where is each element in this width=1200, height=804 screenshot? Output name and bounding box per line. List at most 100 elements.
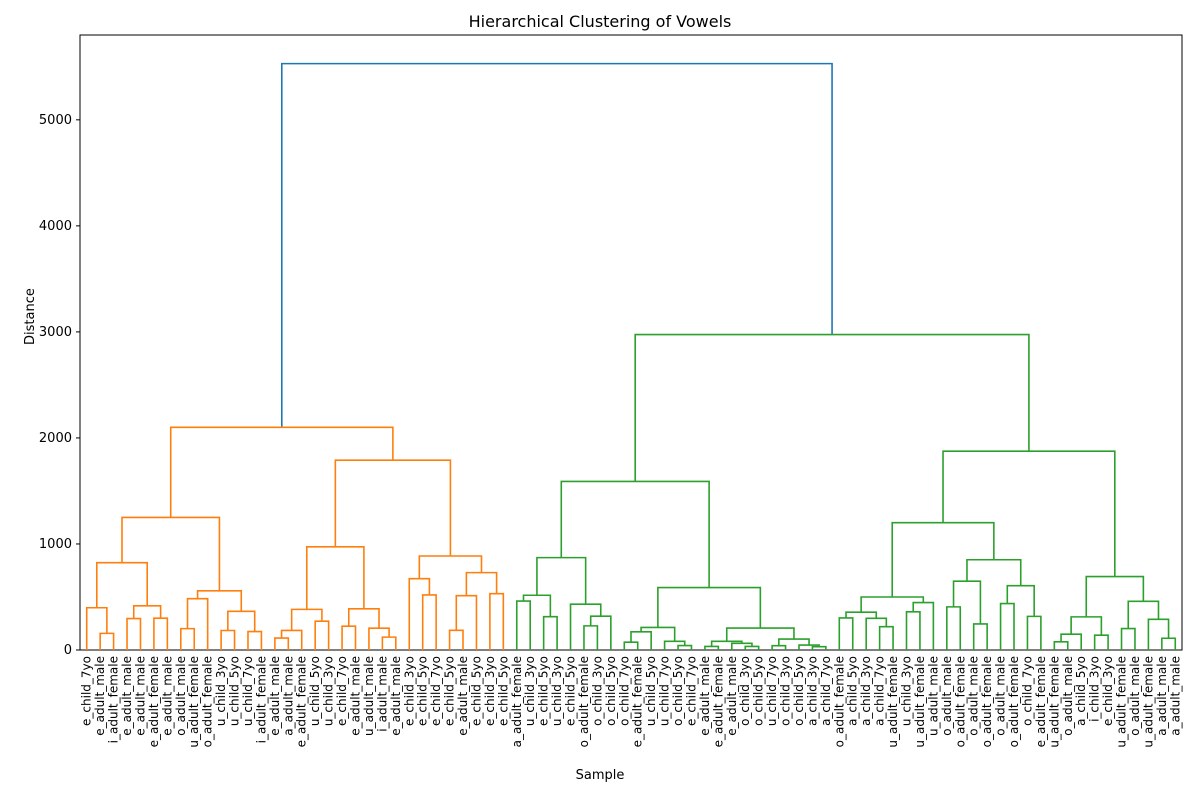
dendrogram-link-73 <box>1060 633 1083 650</box>
x-leaf-label: a_child_3yo <box>859 656 873 726</box>
dendrogram-link-77 <box>1120 627 1136 650</box>
dendrogram-links <box>85 62 1177 650</box>
x-leaf-label: e_adult_male <box>698 656 712 736</box>
x-leaf-label: u_adult_female <box>886 656 900 748</box>
dendrogram-link-61 <box>878 625 894 650</box>
dendrogram-link-75 <box>1093 634 1109 650</box>
dendrogram-link-14 <box>334 459 452 557</box>
dendrogram-link-19 <box>314 620 330 650</box>
x-leaf-label: e_child_3yo <box>483 656 497 726</box>
dendrogram-link-58 <box>845 611 878 619</box>
x-leaf-label: u_child_3yo <box>550 656 564 726</box>
x-leaf-label: e_child_5yo <box>469 656 483 726</box>
x-leaf-label: e_child_5yo <box>443 656 457 726</box>
x-leaf-label: e_adult_male <box>456 656 470 736</box>
x-leaf-label: o_adult_female <box>980 656 994 747</box>
x-leaf-label: o_child_7yo <box>1020 656 1034 726</box>
dendrogram-link-34 <box>522 594 552 617</box>
dendrogram-link-35 <box>515 600 532 650</box>
dendrogram-link-78 <box>1147 618 1170 650</box>
dendrogram-link-28 <box>455 594 478 650</box>
x-leaf-label: o_adult_male <box>994 656 1008 736</box>
dendrogram-link-1 <box>121 516 221 591</box>
y-tick-label: 4000 <box>39 219 72 234</box>
x-leaf-label: u_adult_female <box>913 656 927 748</box>
x-leaf-label: u_adult_male <box>926 656 940 736</box>
dendrogram-link-37 <box>569 603 602 650</box>
x-leaf-label: o_adult_male <box>967 656 981 736</box>
chart-title: Hierarchical Clustering of Vowels <box>468 12 732 31</box>
x-leaf-label: e_adult_male <box>349 656 363 736</box>
dendrogram-link-16 <box>290 608 323 631</box>
dendrogram-link-45 <box>677 644 693 650</box>
x-leaf-label: e_child_7yo <box>684 656 698 726</box>
dendrogram-link-44 <box>663 640 686 650</box>
y-axis-label: Distance <box>23 288 38 345</box>
x-leaf-label: o_adult_male <box>1061 656 1075 736</box>
x-leaf-label: e_adult_male <box>725 656 739 736</box>
x-leaf-label: o_adult_female <box>201 656 215 747</box>
y-tick-label: 1000 <box>39 537 72 552</box>
x-leaf-label: a_adult_male <box>1155 656 1169 736</box>
x-axis-label: Sample <box>575 768 625 783</box>
x-leaf-label: o_adult_male <box>940 656 954 736</box>
x-leaf-label: o_adult_female <box>832 656 846 747</box>
x-leaf-label: e_adult_female <box>147 656 161 747</box>
dendrogram-link-72 <box>1070 616 1103 636</box>
dendrogram-link-22 <box>368 627 390 650</box>
x-leaf-label: u_adult_male <box>362 656 376 736</box>
x-leaf-label: o_child_5yo <box>792 656 806 726</box>
x-leaf-label: a_adult_male <box>281 656 295 736</box>
x-leaf-label: u_adult_female <box>187 656 201 748</box>
x-leaf-label: e_child_5yo <box>416 656 430 726</box>
x-leaf-label: u_child_7yo <box>241 656 255 726</box>
dendrogram-link-30 <box>489 592 505 650</box>
x-axis: e_child_7yo e_adult_male i_adult_female e_a… <box>80 656 1183 748</box>
dendrogram-link-42 <box>630 630 652 650</box>
dendrogram-link-33 <box>536 556 587 605</box>
dendrogram-link-23 <box>381 636 397 650</box>
dendrogram-link-76 <box>1127 600 1160 629</box>
dendrogram-link-21 <box>341 625 357 650</box>
dendrogram-link-31 <box>634 333 1030 482</box>
x-leaf-label: o_child_7yo <box>617 656 631 726</box>
y-tick-label: 0 <box>64 643 72 658</box>
dendrogram-link-8 <box>196 589 243 612</box>
dendrogram-link-24 <box>418 555 483 579</box>
x-leaf-label: i_adult_male <box>375 656 389 732</box>
x-leaf-label: u_adult_female <box>1047 656 1061 748</box>
x-leaf-label: e_adult_female <box>711 656 725 747</box>
dendrogram-link-66 <box>946 606 962 650</box>
dendrogram-link-6 <box>126 617 142 650</box>
dendrogram-link-56 <box>891 521 995 598</box>
dendrogram-link-26 <box>421 594 437 650</box>
x-leaf-label: e_adult_male <box>133 656 147 736</box>
x-leaf-label: e_adult_male <box>268 656 282 736</box>
x-leaf-label: u_adult_female <box>1115 656 1129 748</box>
dendrogram-link-71 <box>1085 575 1145 617</box>
x-leaf-label: e_adult_male <box>160 656 174 736</box>
axes-frame <box>79 34 1183 651</box>
x-leaf-label: e_child_5yo <box>537 656 551 726</box>
x-leaf-label: e_child_7yo <box>335 656 349 726</box>
dendrogram-link-18 <box>274 637 290 650</box>
x-leaf-label: a_child_7yo <box>819 656 833 726</box>
dendrogram-link-69 <box>999 602 1015 650</box>
x-leaf-label: e_adult_male <box>93 656 107 736</box>
dendrogram-link-4 <box>99 632 115 650</box>
x-leaf-label: o_child_5yo <box>752 656 766 726</box>
x-leaf-label: a_adult_female <box>510 656 524 747</box>
x-leaf-label: a_adult_male <box>1168 656 1182 736</box>
x-leaf-label: e_child_7yo <box>429 656 443 726</box>
x-leaf-label: e_adult_female <box>1034 656 1048 747</box>
dendrogram-link-27 <box>465 571 498 596</box>
dendrogram-link-57 <box>860 596 925 613</box>
x-leaf-label: a_child_3yo <box>805 656 819 726</box>
x-leaf-label: a_child_5yo <box>846 656 860 726</box>
dendrogram-link-46 <box>725 627 795 642</box>
x-leaf-label: e_child_3yo <box>1101 656 1115 726</box>
dendrogram-link-55 <box>942 450 1116 577</box>
x-leaf-label: a_child_7yo <box>873 656 887 726</box>
